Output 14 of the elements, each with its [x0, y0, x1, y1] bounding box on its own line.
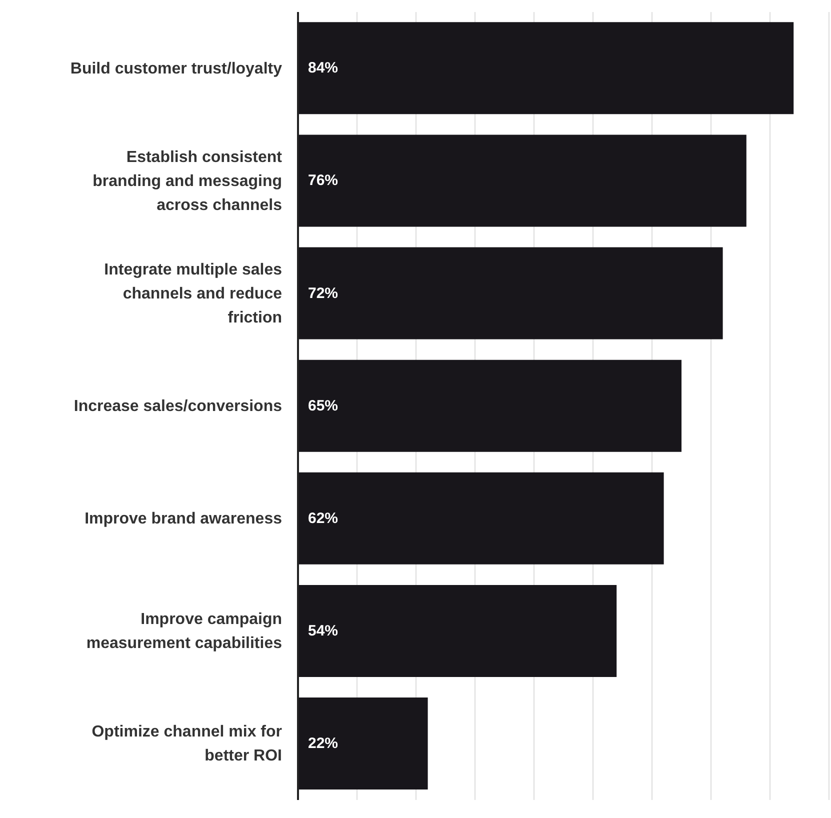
data-label: 54%	[308, 622, 338, 640]
data-label: 62%	[308, 510, 338, 527]
y-tick-label: Improve brand awareness	[84, 510, 282, 528]
data-label: 76%	[308, 172, 338, 190]
data-label: 72%	[308, 284, 338, 302]
y-tick-label: Integrate multiple sales channels and reduce friction	[104, 260, 282, 326]
data-label: 22%	[308, 735, 338, 752]
y-tick-label: Build customer trust/loyalty	[70, 60, 282, 77]
y-tick-label: Improve campaign measurement capabilities	[86, 610, 282, 652]
data-label: 84%	[308, 60, 338, 77]
y-tick-label: Optimize channel mix for better ROI	[92, 723, 282, 764]
y-tick-label: Increase sales/conversions	[74, 398, 282, 414]
data-label: 65%	[308, 397, 338, 414]
y-tick-label: Establish consistent branding and messaging across channels	[92, 148, 283, 214]
